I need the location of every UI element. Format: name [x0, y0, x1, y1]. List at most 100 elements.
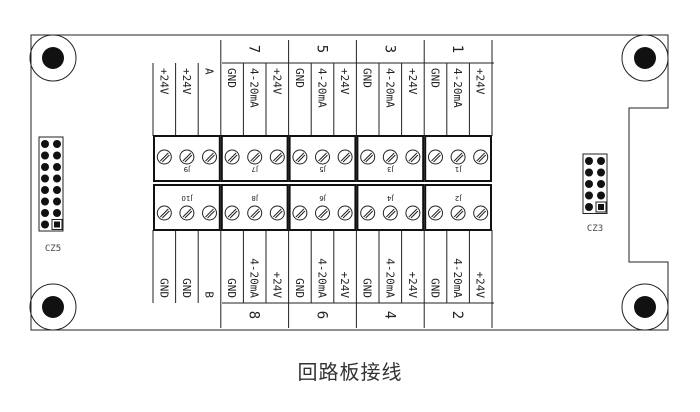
terminal-label: B — [203, 291, 216, 298]
screw-slot — [453, 208, 463, 218]
screw-icon — [292, 149, 308, 165]
terminal-label: +24V — [338, 68, 351, 95]
screw-slot — [250, 208, 260, 218]
channel-number: 3 — [381, 45, 397, 53]
screw-slot — [455, 154, 464, 163]
screw-slot — [408, 208, 418, 218]
screw-icon — [224, 205, 240, 221]
terminal-label: +24V — [270, 272, 283, 299]
screw-icon — [156, 149, 172, 165]
terminal-block — [153, 184, 221, 231]
terminal-label: 4-20mA — [451, 258, 464, 298]
screw-slot — [250, 152, 260, 162]
terminal-id: J10 — [181, 194, 193, 202]
screw-slot — [476, 208, 486, 218]
channel-number: 6 — [314, 311, 330, 319]
screw-slot — [297, 154, 306, 163]
pin — [41, 209, 49, 217]
channel-number: 8 — [246, 311, 262, 319]
terminal-label: +24V — [270, 68, 283, 95]
terminal-label: GND — [429, 278, 442, 298]
pin — [53, 163, 61, 171]
terminal-id: J8 — [251, 194, 259, 202]
screw-slot — [274, 210, 283, 219]
screw-icon — [269, 205, 285, 221]
screw-slot — [476, 152, 486, 162]
pin — [41, 140, 49, 148]
terminal-label: 4-20mA — [451, 68, 464, 108]
pin-header-right — [582, 153, 608, 214]
mounting-hole — [621, 283, 669, 331]
pin — [585, 157, 593, 165]
pin — [41, 186, 49, 194]
screw-icon — [473, 149, 489, 165]
terminal-label: GND — [225, 68, 238, 88]
screw-icon — [428, 149, 443, 165]
pin — [597, 180, 605, 188]
terminal-label: 4-20mA — [383, 258, 396, 298]
screw-slot — [229, 154, 238, 163]
header-frame — [38, 136, 64, 232]
screw-icon — [337, 205, 353, 221]
screw-icon — [202, 205, 217, 221]
terminal-block — [424, 135, 493, 182]
mounting-hole — [621, 34, 669, 82]
screw-icon — [360, 205, 376, 221]
pin — [597, 168, 605, 177]
screw-slot — [342, 210, 351, 219]
terminal-block — [288, 135, 357, 182]
terminal-label: GND — [293, 278, 306, 298]
terminal-id: J7 — [251, 165, 259, 173]
screw-icon — [179, 149, 195, 165]
terminal-id: J1 — [455, 165, 463, 173]
screw-icon — [405, 149, 421, 165]
terminal-label: 4-20mA — [248, 68, 261, 108]
terminal-id: J5 — [319, 165, 327, 173]
pin — [53, 186, 61, 194]
terminal-block — [288, 184, 357, 231]
screw-slot — [342, 154, 351, 163]
screw-slot — [274, 154, 283, 163]
pin — [585, 191, 593, 200]
screw-slot — [272, 152, 282, 162]
pin — [53, 140, 61, 148]
pin — [53, 174, 61, 183]
terminal-label: GND — [361, 68, 374, 88]
terminal-label: GND — [293, 68, 306, 88]
screw-slot — [318, 208, 327, 218]
channel-number: 4 — [381, 311, 397, 319]
terminal-label: +24V — [474, 68, 487, 95]
pin — [41, 163, 49, 171]
screw-slot — [184, 154, 193, 163]
screw-slot — [320, 154, 328, 163]
screw-slot — [227, 208, 237, 218]
screw-slot — [320, 210, 328, 219]
screw-icon — [450, 205, 466, 221]
terminal-label: GND — [157, 278, 170, 298]
pin-1-square — [595, 201, 607, 213]
pin — [597, 157, 605, 165]
terminal-block — [424, 184, 493, 231]
screw-slot — [297, 210, 306, 219]
terminal-label: +24V — [157, 68, 170, 95]
screw-slot — [453, 152, 463, 162]
screw-slot — [272, 208, 282, 218]
terminal-label: +24V — [338, 272, 351, 299]
screw-icon — [292, 205, 308, 221]
terminal-id: J6 — [319, 194, 327, 202]
screw-slot — [252, 154, 261, 163]
terminal-blocks: +24V +24V A J9 7 GND 4-20mA +24V J7 5 GND 4-20mA +24… — [152, 40, 494, 328]
screw-slot — [207, 154, 215, 163]
terminal-block — [356, 184, 425, 231]
screw-icon — [428, 205, 443, 221]
screw-slot — [340, 152, 350, 162]
screw-slot — [478, 210, 487, 219]
terminal-id: J4 — [387, 194, 395, 202]
screw-slot — [385, 152, 395, 162]
screw-slot — [387, 154, 396, 163]
terminal-label: GND — [180, 278, 193, 298]
terminal-label: +24V — [180, 68, 193, 95]
screw-slot — [161, 154, 170, 163]
screw-icon — [450, 149, 466, 165]
screw-slot — [318, 152, 327, 162]
